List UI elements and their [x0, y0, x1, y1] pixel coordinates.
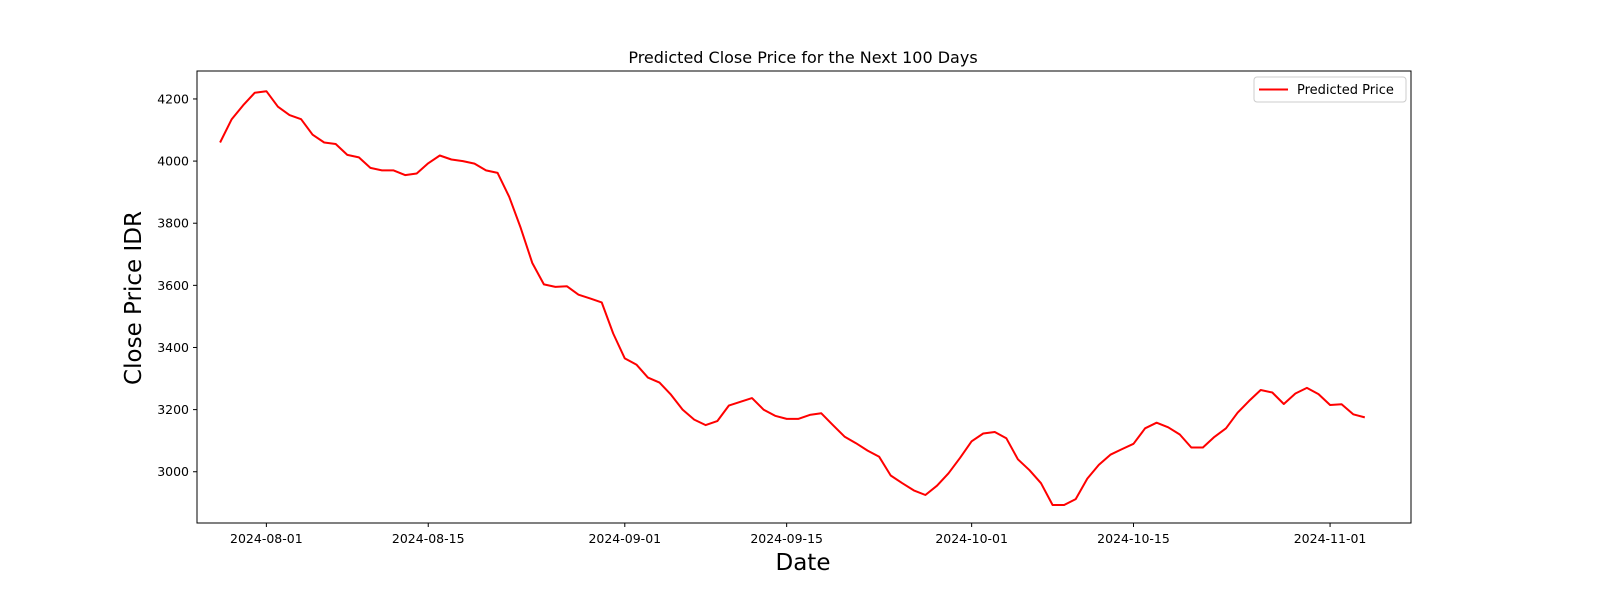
- y-tick-label: 3000: [157, 464, 189, 479]
- plot-frame: [196, 70, 1412, 524]
- series-line-predicted-price: [219, 90, 1366, 506]
- y-tick-label: 3400: [157, 340, 189, 355]
- y-tick-label: 4200: [157, 91, 189, 106]
- legend-box: [1253, 76, 1407, 103]
- y-axis-label: Close Price IDR: [121, 211, 147, 385]
- y-tick-label: 3200: [157, 402, 189, 417]
- x-tick-label: 2024-10-01: [935, 531, 1008, 546]
- y-tick-label: 3800: [157, 216, 189, 231]
- x-tick-label: 2024-09-01: [588, 531, 661, 546]
- x-tick-label: 2024-08-01: [230, 531, 303, 546]
- legend-label: Predicted Price: [1297, 83, 1394, 98]
- chart-title: Predicted Close Price for the Next 100 D…: [628, 48, 977, 67]
- y-axis-ticks: 3000 3200 3400 3600 3800 4000 4200: [157, 91, 197, 479]
- legend: Predicted Price: [1253, 76, 1407, 103]
- y-tick-label: 3600: [157, 278, 189, 293]
- x-axis-label: Date: [776, 550, 831, 576]
- x-axis-ticks: 2024-08-01 2024-08-15 2024-09-01 2024-09-15…: [230, 523, 1366, 546]
- x-tick-label: 2024-10-15: [1097, 531, 1170, 546]
- x-tick-label: 2024-11-01: [1294, 531, 1367, 546]
- x-tick-label: 2024-09-15: [750, 531, 823, 546]
- x-tick-label: 2024-08-15: [392, 531, 465, 546]
- y-tick-label: 4000: [157, 154, 189, 169]
